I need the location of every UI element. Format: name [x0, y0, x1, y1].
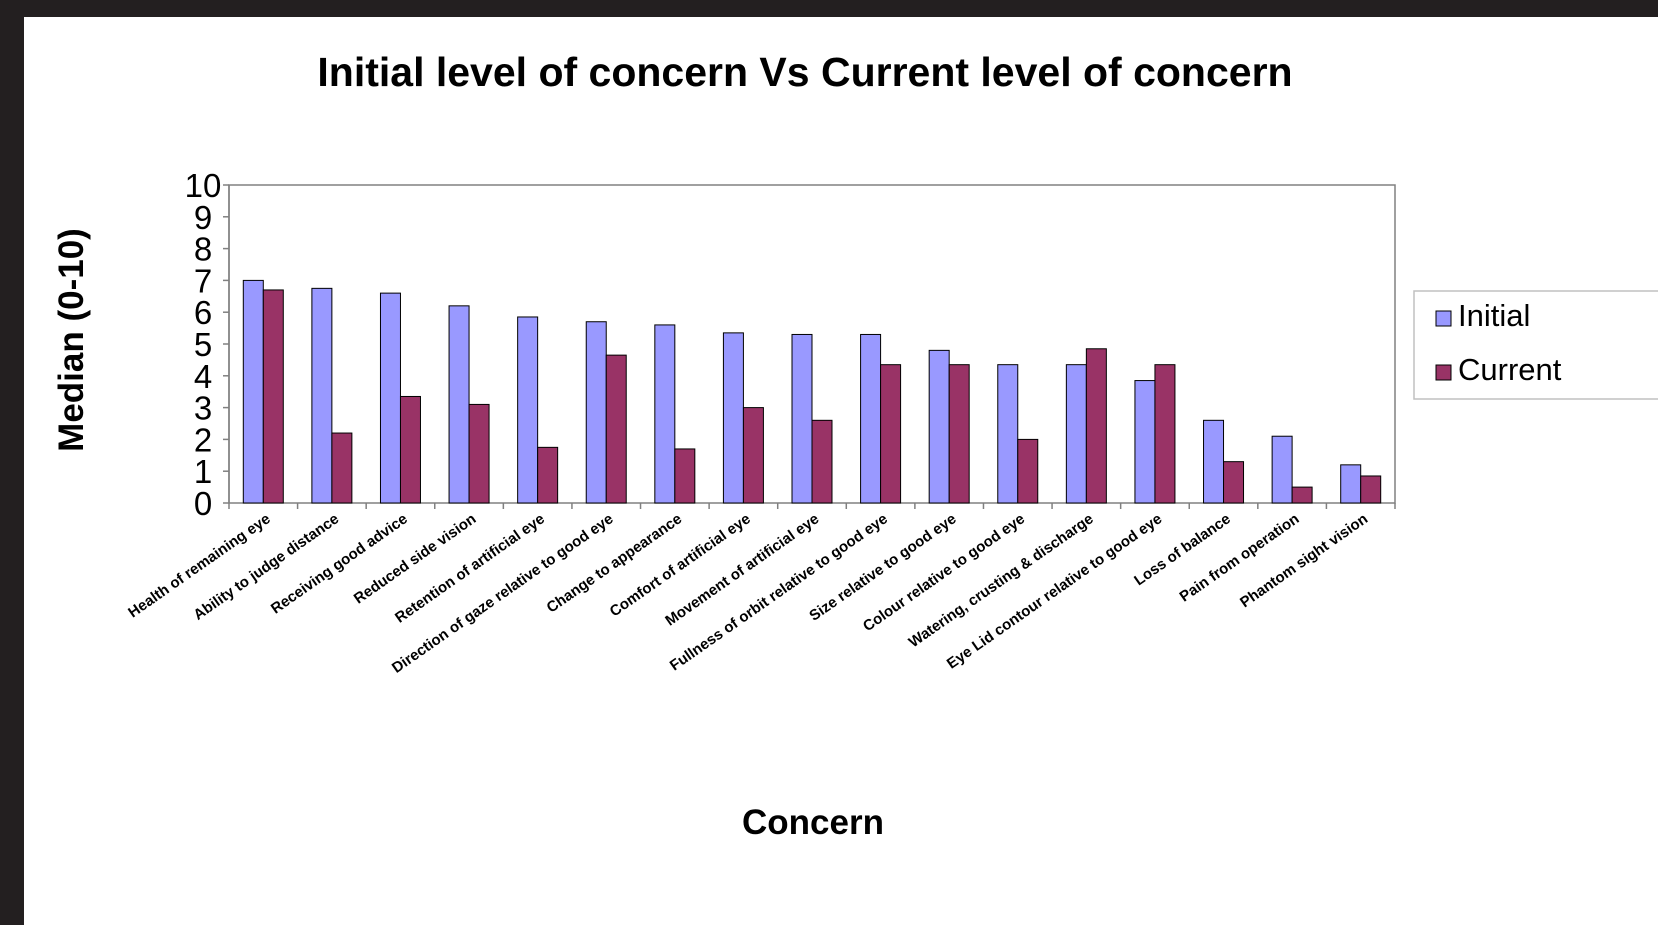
x-axis-label: Concern — [742, 803, 884, 842]
bar-initial-5 — [518, 317, 538, 503]
y-tick-label: 4 — [194, 358, 212, 395]
chart: Initial level of concern Vs Current leve… — [24, 17, 1658, 925]
y-axis-label: Median (0-10) — [52, 228, 91, 452]
bar-current-11 — [949, 365, 969, 503]
bar-current-2 — [332, 433, 352, 503]
y-tick-label: 3 — [194, 390, 212, 427]
x-tick-label: Receiving good advice — [268, 510, 411, 617]
bar-current-9 — [812, 420, 832, 503]
y-tick-label: 7 — [194, 262, 212, 299]
bar-current-3 — [400, 396, 420, 503]
y-tick-label: 5 — [194, 326, 212, 363]
y-tick-label: 1 — [194, 453, 212, 490]
x-tick-label: Pain from operation — [1177, 510, 1303, 605]
legend-swatch-current — [1436, 365, 1451, 380]
bar-current-14 — [1155, 365, 1175, 503]
y-tick-label: 9 — [194, 199, 212, 236]
bar-current-17 — [1361, 476, 1381, 503]
bar-initial-1 — [243, 280, 263, 503]
bar-initial-4 — [449, 306, 469, 503]
legend-swatch-initial — [1436, 311, 1451, 326]
bar-current-13 — [1086, 349, 1106, 503]
bar-initial-15 — [1204, 420, 1224, 503]
bar-initial-16 — [1272, 436, 1292, 503]
legend-label-current: Current — [1458, 352, 1562, 387]
bar-current-6 — [606, 355, 626, 503]
legend-label-initial: Initial — [1458, 298, 1530, 333]
bar-current-12 — [1018, 439, 1038, 503]
bar-initial-10 — [861, 334, 881, 503]
bar-current-5 — [538, 447, 558, 503]
y-tick-label: 6 — [194, 294, 212, 331]
legend: Initial Current — [1414, 291, 1658, 399]
bar-current-1 — [263, 290, 283, 503]
bar-current-4 — [469, 404, 489, 503]
bar-initial-9 — [792, 334, 812, 503]
bar-initial-12 — [998, 365, 1018, 503]
y-tick-label: 2 — [194, 421, 212, 458]
bar-initial-7 — [655, 325, 675, 503]
x-tick-label: Phantom sight vision — [1237, 510, 1371, 611]
bar-initial-13 — [1066, 365, 1086, 503]
chart-title: Initial level of concern Vs Current leve… — [317, 49, 1292, 95]
bar-initial-11 — [929, 350, 949, 503]
bar-current-15 — [1224, 462, 1244, 503]
y-tick-label: 0 — [194, 485, 212, 522]
bar-current-16 — [1292, 487, 1312, 503]
y-tick-label: 10 — [185, 167, 222, 204]
bar-current-10 — [881, 365, 901, 503]
bar-initial-14 — [1135, 381, 1155, 503]
y-tick-label: 8 — [194, 231, 212, 268]
bar-initial-8 — [723, 333, 743, 503]
bar-current-7 — [675, 449, 695, 503]
bar-current-8 — [743, 408, 763, 503]
bar-initial-17 — [1341, 465, 1361, 503]
chart-panel: Initial level of concern Vs Current leve… — [24, 17, 1658, 925]
bar-initial-6 — [586, 322, 606, 503]
bar-initial-3 — [380, 293, 400, 503]
x-tick-label: Reduced side vision — [351, 510, 480, 607]
bar-initial-2 — [312, 288, 332, 503]
